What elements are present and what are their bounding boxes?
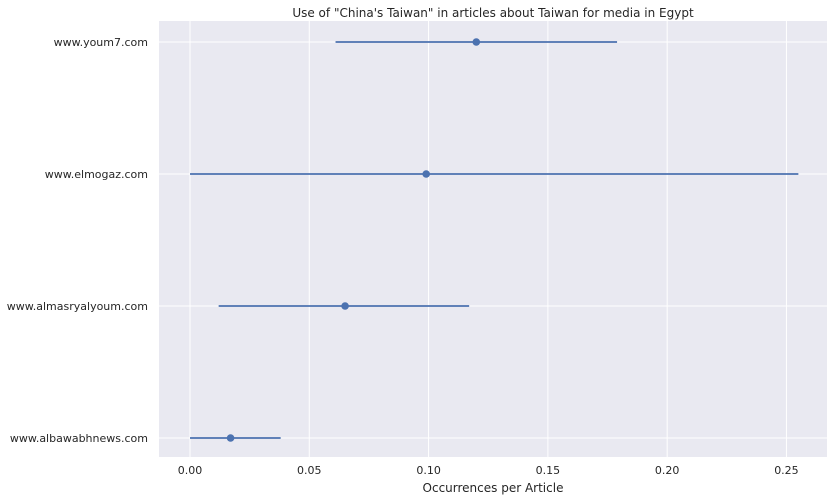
data-point [472,38,481,46]
x-tick-labels: 0.00 0.05 0.10 0.15 0.20 0.25 [178,464,799,477]
y-tick-label: www.elmogaz.com [45,168,148,181]
data-point [226,434,235,442]
grid-x [189,21,787,457]
chart-title: Use of "China's Taiwan" in articles abou… [292,6,694,20]
data-points [226,38,481,442]
x-tick-label: 0.10 [416,464,441,477]
y-tick-labels: www.youm7.com www.elmogaz.com www.almasrya… [7,36,148,445]
x-tick-label: 0.15 [536,464,561,477]
data-point [341,302,349,310]
x-tick-label: 0.20 [655,464,680,477]
x-axis-label: Occurrences per Article [423,481,564,495]
x-tick-label: 0.00 [178,464,203,477]
x-tick-label: 0.05 [297,464,322,477]
plot-background [159,21,827,457]
y-tick-label: www.albawabhnews.com [10,432,148,445]
data-point [422,170,431,178]
y-tick-label: www.youm7.com [54,36,148,49]
x-tick-label: 0.25 [774,464,799,477]
y-tick-label: www.almasryalyoum.com [7,300,148,313]
